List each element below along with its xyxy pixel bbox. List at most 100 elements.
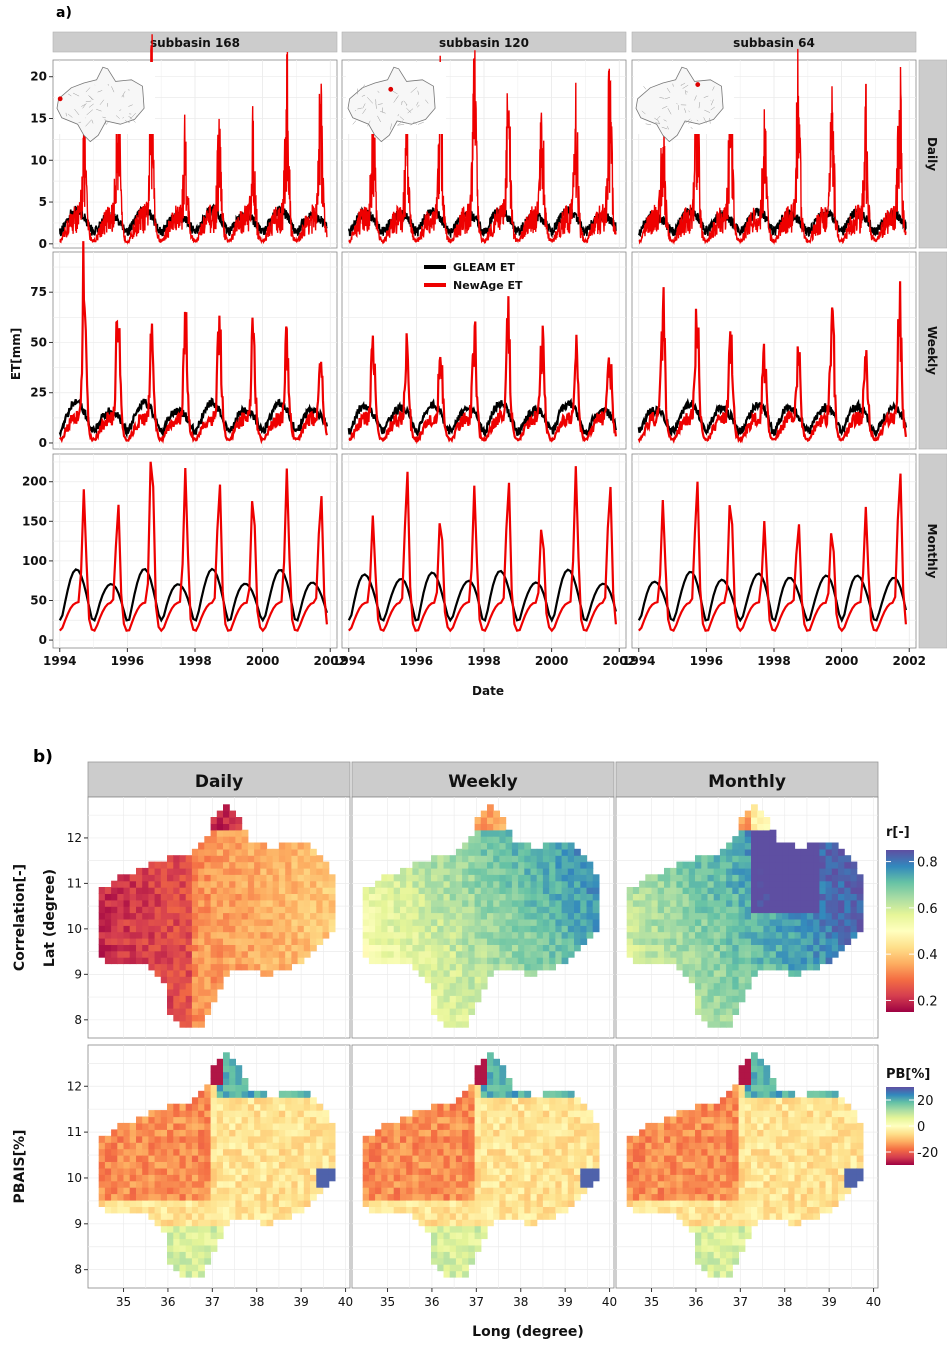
subbasin-cell (198, 969, 205, 977)
subbasin-cell (499, 1071, 507, 1079)
subbasin-cell (580, 931, 588, 939)
subbasin-cell (726, 988, 733, 996)
inset-subbasin-border (86, 109, 93, 116)
subbasin-cell (204, 1225, 212, 1233)
subbasin-cell (167, 1148, 174, 1156)
subbasin-cell (216, 1116, 224, 1124)
subbasin-cell (375, 1174, 382, 1182)
subbasin-cell (424, 1212, 432, 1220)
subbasin-cell (223, 823, 230, 831)
subbasin-cell (493, 887, 500, 894)
subbasin-cell (443, 880, 451, 888)
subbasin-cell (732, 1001, 740, 1009)
subbasin-cell (626, 893, 634, 901)
subbasin-cell (167, 855, 174, 863)
subbasin-cell (260, 969, 268, 977)
subbasin-cell (732, 1206, 740, 1214)
subbasin-cell (555, 1187, 563, 1195)
subbasin-cell (223, 963, 230, 971)
subbasin-cell (707, 1167, 715, 1175)
subbasin-cell (185, 1122, 193, 1130)
subbasin-cell (210, 938, 218, 945)
subbasin-cell (487, 1180, 494, 1188)
subbasin-cell (375, 1167, 382, 1175)
subbasin-cell (726, 1212, 733, 1220)
subbasin-cell (713, 1020, 721, 1028)
subbasin-cell (474, 842, 482, 850)
inset-subbasin-border (685, 118, 691, 124)
subbasin-cell (744, 861, 752, 869)
subbasin-cell (260, 1161, 268, 1169)
subbasin-cell (285, 867, 292, 875)
subbasin-cell (782, 1212, 789, 1220)
subbasin-cell (800, 912, 808, 920)
subbasin-cell (813, 1180, 820, 1188)
subbasin-cell (688, 887, 696, 894)
subbasin-cell (173, 982, 181, 990)
subbasin-cell (726, 1097, 733, 1105)
subbasin-cell (123, 944, 131, 952)
subbasin-cell (530, 938, 538, 945)
subbasin-cell (160, 1200, 168, 1207)
subbasin-cell (493, 957, 500, 965)
subbasin-cell (592, 906, 600, 914)
subbasin-cell (142, 1122, 149, 1130)
subbasin-cell (247, 1167, 255, 1175)
subbasin-cell (191, 1206, 199, 1214)
subbasin-cell (480, 861, 488, 869)
subbasin-cell (664, 1200, 671, 1207)
subbasin-cell (813, 963, 820, 971)
subbasin-cell (819, 1155, 827, 1162)
subbasin-cell (561, 1187, 569, 1195)
subbasin-cell (831, 887, 839, 894)
subbasin-cell (418, 1110, 426, 1118)
subbasin-cell (819, 1174, 827, 1182)
subbasin-cell (462, 1251, 469, 1259)
subbasin-cell (278, 931, 286, 939)
subbasin-cell (707, 1219, 715, 1227)
subbasin-cell (719, 1174, 727, 1182)
subbasin-cell (549, 880, 556, 888)
subbasin-cell (229, 1078, 236, 1085)
subbasin-cell (713, 867, 721, 875)
subbasin-cell (129, 912, 137, 920)
inset-subbasin-border (710, 99, 714, 106)
subbasin-cell (695, 874, 702, 882)
subbasin-cell (431, 880, 438, 888)
subbasin-cell (732, 893, 740, 901)
subbasin-cell (530, 899, 538, 907)
inset-subbasin-border (664, 97, 671, 100)
subbasin-cell (555, 944, 563, 952)
subbasin-cell (751, 925, 758, 933)
subbasin-cell (418, 1142, 426, 1150)
subbasin-cell (536, 938, 544, 945)
subbasin-cell (368, 899, 376, 907)
subbasin-cell (688, 867, 696, 875)
subbasin-cell (235, 1116, 243, 1124)
inset-subbasin-border (377, 90, 380, 93)
subbasin-cell (154, 1135, 162, 1143)
subbasin-cell (524, 963, 532, 971)
subbasin-cell (241, 1084, 249, 1092)
subbasin-cell (406, 893, 413, 901)
subbasin-cell (574, 1110, 581, 1118)
subbasin-cell (167, 1008, 174, 1015)
subbasin-cell (726, 848, 733, 856)
subbasin-cell (800, 1135, 808, 1143)
subbasin-cell (297, 1110, 305, 1118)
subbasin-cell (142, 1129, 149, 1137)
subbasin-cell (198, 1167, 205, 1175)
subbasin-cell (819, 1187, 827, 1195)
subbasin-cell (303, 1122, 311, 1130)
subbasin-cell (449, 1270, 457, 1278)
subbasin-cell (775, 874, 783, 882)
subbasin-cell (567, 1148, 575, 1156)
subbasin-cell (310, 1174, 317, 1182)
subbasin-cell (272, 893, 280, 901)
subbasin-cell (751, 1129, 758, 1137)
subbasin-cell (173, 1110, 181, 1118)
subbasin-cell (639, 950, 646, 958)
subbasin-cell (462, 1270, 469, 1278)
subbasin-cell (387, 1135, 395, 1143)
subbasin-cell (549, 918, 556, 926)
